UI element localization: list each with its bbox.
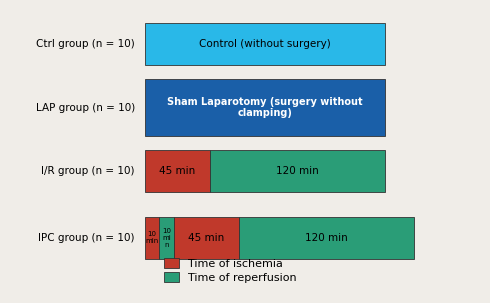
FancyBboxPatch shape: [210, 150, 385, 192]
FancyBboxPatch shape: [145, 150, 210, 192]
Text: Sham Laparotomy (surgery without
clamping): Sham Laparotomy (surgery without clampin…: [167, 97, 363, 118]
FancyBboxPatch shape: [145, 217, 159, 259]
FancyBboxPatch shape: [159, 217, 173, 259]
Text: LAP group (n = 10): LAP group (n = 10): [35, 102, 135, 113]
FancyBboxPatch shape: [173, 217, 239, 259]
Text: 120 min: 120 min: [305, 233, 348, 243]
Text: I/R group (n = 10): I/R group (n = 10): [41, 166, 135, 176]
Legend: Time of ischemia, Time of reperfusion: Time of ischemia, Time of reperfusion: [162, 256, 299, 285]
Text: Ctrl group (n = 10): Ctrl group (n = 10): [36, 39, 135, 49]
FancyBboxPatch shape: [145, 23, 385, 65]
FancyBboxPatch shape: [145, 79, 385, 136]
Text: 120 min: 120 min: [276, 166, 319, 176]
Text: 45 min: 45 min: [188, 233, 224, 243]
FancyBboxPatch shape: [239, 217, 414, 259]
Text: 10
mi
n: 10 mi n: [162, 228, 171, 248]
Text: 10
min: 10 min: [145, 231, 158, 244]
Text: IPC group (n = 10): IPC group (n = 10): [38, 233, 135, 243]
Text: 45 min: 45 min: [159, 166, 196, 176]
Text: Control (without surgery): Control (without surgery): [199, 39, 331, 49]
